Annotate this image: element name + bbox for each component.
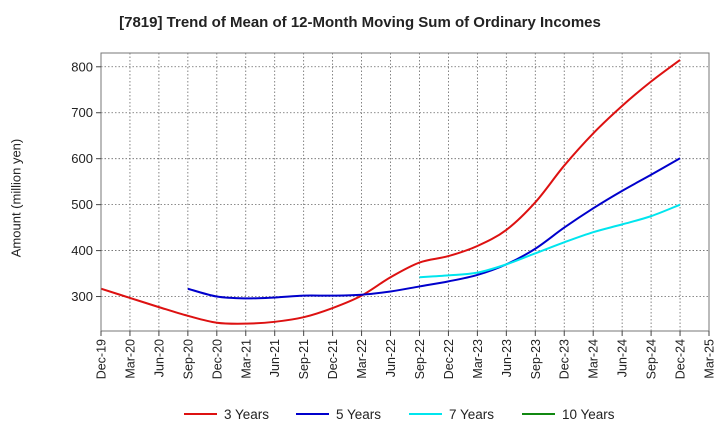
x-tick-label: Jun-23: [500, 339, 514, 377]
legend-label: 7 Years: [449, 407, 494, 422]
y-tick-label: 600: [71, 151, 93, 166]
x-axis: Dec-19 Mar-20 Jun-20 Sep-20 Dec-20 Mar-21 Jun-…: [95, 331, 717, 379]
x-tick-label: Sep-22: [413, 339, 427, 379]
series-layer: [100, 59, 681, 325]
y-tick-label: 400: [71, 243, 93, 258]
grid-layer: [100, 53, 710, 331]
x-tick-label: Dec-21: [326, 339, 340, 379]
x-tick-label: Jun-24: [616, 339, 630, 377]
y-axis: 300 400 500 600 700 800: [71, 59, 101, 304]
x-tick-label: Mar-25: [703, 339, 717, 379]
x-tick-label: Dec-23: [558, 339, 572, 379]
x-tick-label: Dec-19: [95, 339, 109, 379]
x-tick-label: Sep-21: [297, 339, 311, 379]
legend-label: 3 Years: [224, 407, 269, 422]
x-tick-label: Mar-23: [471, 339, 485, 379]
legend-label: 10 Years: [562, 407, 615, 422]
x-tick-label: Mar-24: [587, 339, 601, 379]
series-line-5-years: [187, 157, 681, 300]
x-tick-label: Sep-24: [645, 339, 659, 379]
x-tick-label: Dec-22: [442, 339, 456, 379]
legend-label: 5 Years: [336, 407, 381, 422]
series-line-7-years: [419, 203, 681, 279]
x-tick-label: Mar-21: [239, 339, 253, 379]
x-tick-label: Jun-20: [152, 339, 166, 377]
x-tick-label: Sep-20: [181, 339, 195, 379]
x-tick-label: Dec-24: [674, 339, 688, 379]
y-tick-label: 700: [71, 105, 93, 120]
x-tick-label: Sep-23: [529, 339, 543, 379]
y-tick-label: 500: [71, 197, 93, 212]
legend: 3 Years 5 Years 7 Years 10 Years: [184, 407, 615, 422]
y-tick-label: 800: [71, 59, 93, 74]
y-tick-label: 300: [71, 289, 93, 304]
x-tick-label: Jun-22: [384, 339, 398, 377]
x-tick-label: Mar-20: [123, 339, 137, 379]
x-tick-label: Dec-20: [210, 339, 224, 379]
chart-title: [7819] Trend of Mean of 12-Month Moving …: [119, 14, 601, 31]
x-tick-label: Jun-21: [268, 339, 282, 377]
x-tick-label: Mar-22: [355, 339, 369, 379]
plot-frame: [100, 52, 710, 332]
series-line-3-years: [100, 59, 681, 325]
